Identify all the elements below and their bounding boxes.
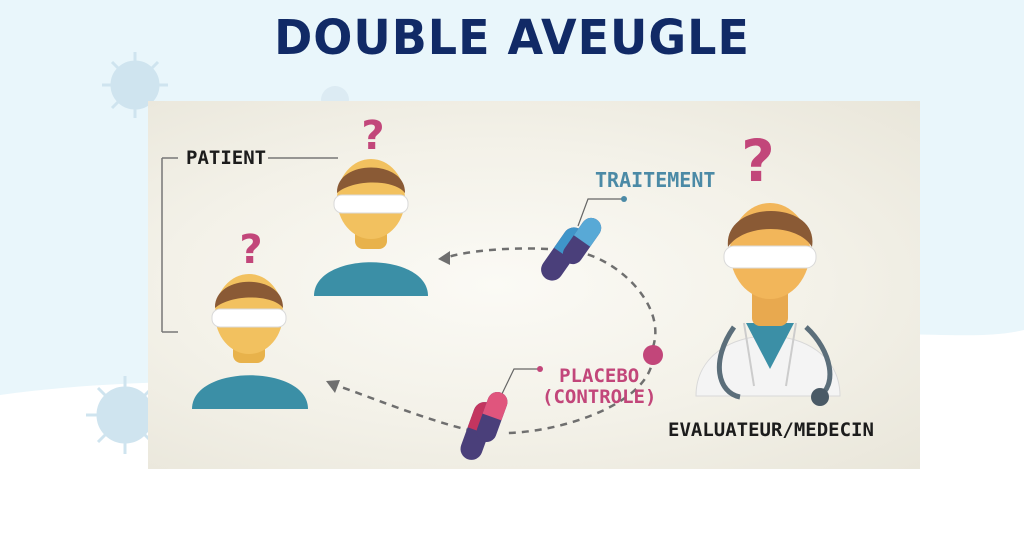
doctor-icon [695, 203, 841, 406]
placebo-label: PLACEBO (CONTROLE) [542, 366, 656, 407]
patient-icon [314, 159, 428, 296]
diagram-scene: ? ? ? [161, 113, 841, 460]
evaluator-label: EVALUATEUR/MEDECIN [668, 419, 874, 441]
capsule-icon [476, 391, 508, 443]
capsule-icon [562, 217, 602, 265]
flow-origin-dot [643, 345, 663, 365]
pointer-dot [537, 366, 543, 372]
arrow-icon [438, 251, 450, 265]
flow-path-placebo [337, 354, 655, 435]
label-pointers [499, 198, 624, 399]
question-mark-icon: ? [239, 227, 262, 273]
treatment-label: TRAITEMENT [595, 168, 716, 192]
pointer-dot [621, 196, 627, 202]
placebo-label-line2: (CONTROLE) [542, 385, 657, 408]
placebo-label-line1: PLACEBO [559, 365, 640, 387]
virus-icon [102, 52, 168, 118]
arrow-icon [326, 380, 340, 393]
diagram-panel: ? ? ? PATIENT TRAITEMENT PLACEBO (CO [148, 101, 920, 469]
patient-bracket [161, 157, 338, 333]
patient-label: PATIENT [186, 147, 267, 169]
question-mark-icon: ? [741, 127, 775, 195]
flow-path-treatment [447, 247, 657, 348]
question-mark-icon: ? [361, 113, 384, 159]
page-title: DOUBLE AVEUGLE [274, 8, 750, 66]
patient-icon [192, 274, 308, 409]
